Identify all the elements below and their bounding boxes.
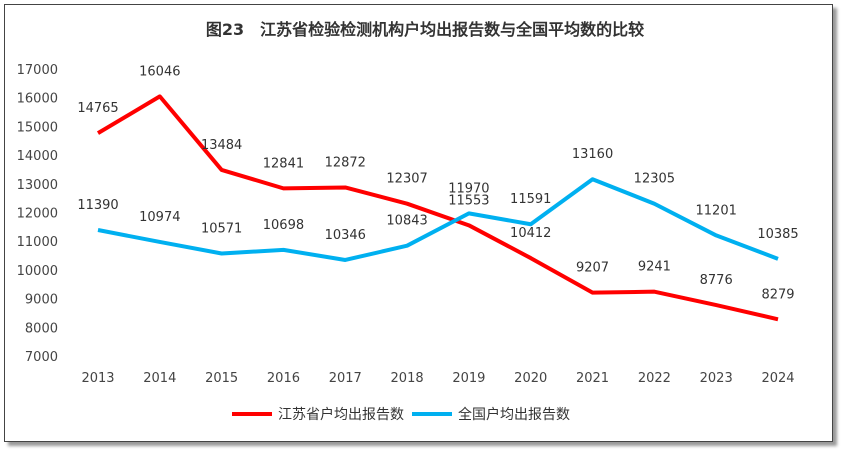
x-tick-label: 2015 xyxy=(205,371,238,386)
data-label: 11970 xyxy=(448,181,489,196)
data-label: 12841 xyxy=(263,156,304,171)
legend-label-national: 全国户均出报告数 xyxy=(458,406,570,423)
data-label: 12872 xyxy=(325,155,366,170)
y-axis: 7000 8000 9000 10000 11000 12000 13000 14000 150… xyxy=(17,63,58,365)
x-tick-label: 2017 xyxy=(329,371,362,386)
y-tick-label: 9000 xyxy=(25,293,58,308)
legend: 江苏省户均出报告数 全国户均出报告数 xyxy=(232,406,570,423)
data-label: 14765 xyxy=(77,101,118,116)
y-tick-label: 7000 xyxy=(25,350,58,365)
x-axis: 2013 2014 2015 2016 2017 2018 2019 2020 2021 2022… xyxy=(81,371,794,386)
x-tick-label: 2022 xyxy=(638,371,671,386)
data-label: 12305 xyxy=(634,172,675,187)
data-label: 11553 xyxy=(448,193,489,208)
x-tick-label: 2024 xyxy=(761,371,794,386)
x-tick-label: 2016 xyxy=(267,371,300,386)
data-label: 10571 xyxy=(201,222,242,237)
series-lines xyxy=(96,94,779,322)
y-tick-label: 13000 xyxy=(17,178,58,193)
y-tick-label: 10000 xyxy=(17,264,58,279)
x-tick-label: 2019 xyxy=(452,371,485,386)
x-tick-label: 2020 xyxy=(514,371,547,386)
data-label: 10412 xyxy=(510,226,551,241)
data-label: 9207 xyxy=(576,261,609,276)
data-label: 8279 xyxy=(761,287,794,302)
data-label: 10385 xyxy=(757,227,798,242)
legend-label-jiangsu: 江苏省户均出报告数 xyxy=(278,406,404,423)
data-label: 16046 xyxy=(139,64,180,79)
data-label: 8776 xyxy=(700,273,733,288)
y-tick-label: 11000 xyxy=(17,235,58,250)
data-label: 11591 xyxy=(510,192,551,207)
data-label: 10698 xyxy=(263,218,304,233)
y-tick-label: 16000 xyxy=(17,92,58,107)
data-label: 10843 xyxy=(386,214,427,229)
data-labels: 14765 16046 13484 12841 12872 12307 11553 10412… xyxy=(77,64,798,302)
x-tick-label: 2021 xyxy=(576,371,609,386)
y-tick-label: 15000 xyxy=(17,120,58,135)
series-line-1 xyxy=(97,177,779,262)
data-label: 10974 xyxy=(139,210,180,225)
x-tick-label: 2013 xyxy=(81,371,114,386)
series-line-0 xyxy=(96,94,779,322)
data-label: 12307 xyxy=(386,172,427,187)
y-tick-label: 12000 xyxy=(17,207,58,222)
y-tick-label: 14000 xyxy=(17,149,58,164)
data-label: 10346 xyxy=(325,228,366,243)
data-label: 11201 xyxy=(696,203,737,218)
data-label: 9241 xyxy=(638,260,671,275)
x-tick-label: 2023 xyxy=(700,371,733,386)
y-tick-label: 8000 xyxy=(25,321,58,336)
data-label: 13484 xyxy=(201,138,242,153)
x-tick-label: 2014 xyxy=(143,371,176,386)
chart-title: 图23 江苏省检验检测机构户均出报告数与全国平均数的比较 xyxy=(206,20,644,39)
x-tick-label: 2018 xyxy=(391,371,424,386)
y-tick-label: 17000 xyxy=(17,63,58,78)
data-label: 13160 xyxy=(572,147,613,162)
data-label: 11390 xyxy=(77,198,118,213)
